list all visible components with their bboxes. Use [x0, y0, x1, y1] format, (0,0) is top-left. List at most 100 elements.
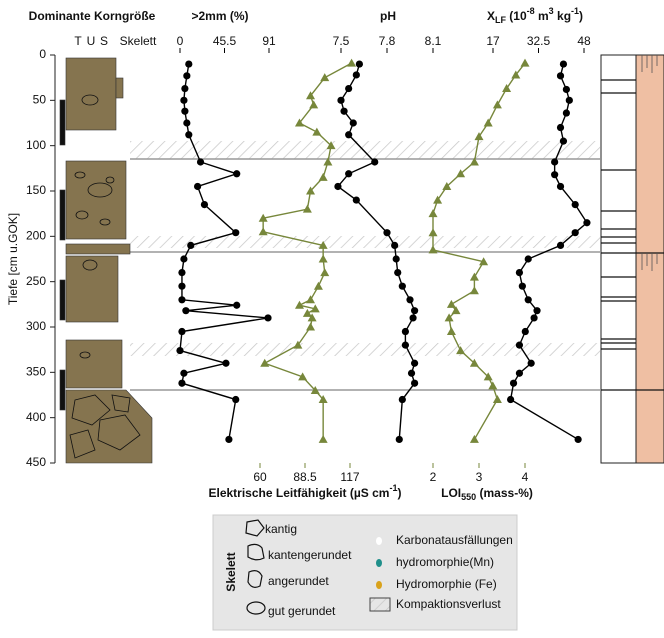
- data-point: [353, 71, 360, 78]
- y-tick-label: 350: [26, 365, 46, 379]
- data-point: [334, 183, 341, 190]
- data-point: [233, 302, 240, 309]
- data-point: [180, 97, 187, 104]
- x-tick-label: 45.5: [213, 34, 237, 48]
- data-point: [314, 282, 323, 290]
- data-point: [566, 97, 573, 104]
- data-point: [399, 283, 406, 290]
- data-point: [371, 158, 378, 165]
- data-point: [528, 360, 535, 367]
- data-point: [340, 108, 347, 115]
- data-point: [507, 396, 514, 403]
- y-tick-label: 0: [39, 47, 46, 61]
- data-point: [178, 283, 185, 290]
- data-point: [178, 380, 185, 387]
- data-point: [525, 255, 532, 262]
- data-point: [194, 183, 201, 190]
- data-point: [295, 301, 304, 309]
- legend-label: angerundet: [268, 574, 329, 588]
- data-point: [475, 132, 484, 140]
- data-point: [350, 119, 357, 126]
- data-point: [347, 59, 356, 67]
- data-point: [181, 108, 188, 115]
- axis-title-part: -1: [389, 483, 397, 493]
- data-point: [309, 100, 318, 108]
- data-point: [399, 396, 406, 403]
- data-point: [201, 201, 208, 208]
- legend-label: Kompaktionsverlust: [396, 597, 501, 611]
- data-point: [181, 85, 188, 92]
- data-point: [551, 171, 558, 178]
- data-point: [176, 347, 183, 354]
- axis-title-part: pH: [380, 9, 396, 23]
- data-point: [510, 380, 517, 387]
- data-point: [560, 138, 567, 145]
- axis-title-part: (mass-%): [476, 486, 533, 500]
- data-point: [337, 97, 344, 104]
- data-point: [383, 229, 390, 236]
- axis-title: LOI550 (mass-%): [441, 486, 533, 502]
- axis-title: pH: [380, 9, 396, 23]
- axis-title-part: >2mm (%): [191, 9, 248, 23]
- data-point: [411, 360, 418, 367]
- legend-label: Hydromorphie (Fe): [396, 577, 497, 591]
- column-label: Skelett: [120, 34, 157, 48]
- axis-title: Elektrische Leitfähigkeit (µS cm-1): [209, 483, 402, 500]
- data-point: [233, 170, 240, 177]
- data-point: [183, 119, 190, 126]
- data-point: [394, 269, 401, 276]
- data-point: [575, 436, 582, 443]
- column-label: S: [100, 34, 108, 48]
- data-point: [519, 283, 526, 290]
- x-tick-label: 8.1: [425, 34, 442, 48]
- data-point: [493, 100, 502, 108]
- x-tick-label: 91: [262, 34, 276, 48]
- data-point: [502, 84, 511, 92]
- data-point: [557, 72, 564, 79]
- axis-title-part: LF: [495, 15, 506, 25]
- header: Dominante Korngröße: [29, 9, 156, 23]
- x-tick-label: 88.5: [293, 470, 317, 484]
- data-point: [572, 229, 579, 236]
- data-point: [572, 201, 579, 208]
- y-axis-label: Tiefe [cm u.GOK]: [6, 213, 20, 305]
- x-tick-label: 32.5: [527, 34, 551, 48]
- y-tick-label: 450: [26, 455, 46, 469]
- x-tick-label: 60: [253, 470, 267, 484]
- data-point: [178, 296, 185, 303]
- data-point: [180, 255, 187, 262]
- data-point: [356, 60, 363, 67]
- data-point: [516, 269, 523, 276]
- data-point: [470, 273, 479, 281]
- data-point: [312, 128, 321, 136]
- data-point: [353, 196, 360, 203]
- data-point: [557, 124, 564, 131]
- compaction-bands: [130, 141, 600, 390]
- data-point: [429, 209, 438, 217]
- data-point: [411, 307, 418, 314]
- data-point: [178, 328, 185, 335]
- data-point: [306, 323, 315, 331]
- data-point: [484, 119, 493, 127]
- data-point: [411, 380, 418, 387]
- legend-label: kantengerundet: [268, 548, 352, 562]
- x-tick-label: 0: [177, 34, 184, 48]
- data-point: [560, 60, 567, 67]
- data-point: [433, 196, 442, 204]
- column-label: T: [74, 34, 82, 48]
- data-point: [470, 286, 479, 294]
- data-point: [557, 183, 564, 190]
- x-tick-label: 7.8: [379, 34, 396, 48]
- data-point: [396, 436, 403, 443]
- axis-title: >2mm (%): [191, 9, 248, 23]
- data-point: [306, 295, 315, 303]
- data-point: [402, 342, 409, 349]
- x-tick-label: 17: [486, 34, 500, 48]
- data-point: [521, 59, 530, 67]
- data-point: [303, 309, 312, 317]
- stratigraphy-column: [601, 55, 664, 463]
- axis-title-part: -8: [527, 6, 535, 16]
- x-tick-label: 2: [430, 470, 437, 484]
- x-tick-label: 4: [522, 470, 529, 484]
- legend-group: Skelett: [224, 552, 238, 591]
